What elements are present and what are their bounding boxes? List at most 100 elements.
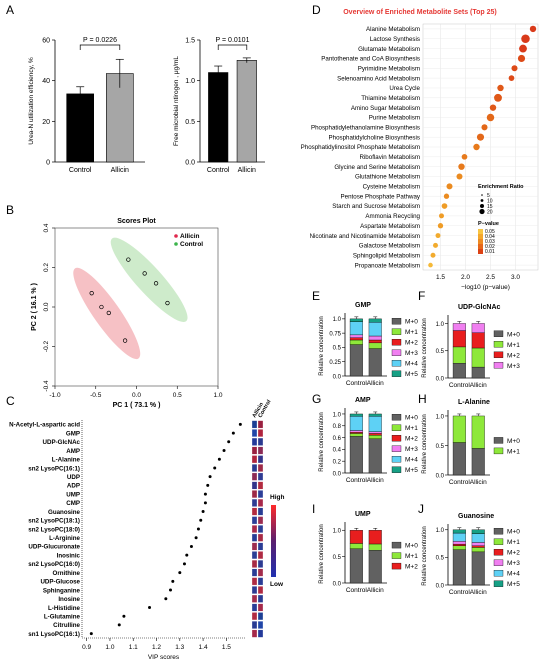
d-enrichment-dot	[521, 34, 530, 44]
d-legend-size-label: 20	[487, 210, 493, 216]
g-legend-swatch	[391, 424, 402, 431]
c-heat-cell-allicin	[251, 446, 258, 455]
h-ytick-label: 1.0	[436, 414, 445, 420]
c-heat-cell-allicin	[251, 629, 258, 638]
c-heat-cell-allicin	[251, 603, 258, 612]
h-segment-m0	[471, 448, 485, 476]
c-heat-cell-control	[257, 542, 264, 551]
d-pathway-label: Purine Metabolism	[369, 115, 420, 122]
c-xtick-label: 1.3	[175, 644, 184, 651]
c-metabolite-label: sn2 LysoPC(18:0)	[28, 526, 80, 533]
f-segment-m1	[471, 347, 485, 368]
d-title: Overview of Enriched Metabolite Sets (To…	[343, 9, 497, 16]
h-legend-label: M+1	[507, 448, 520, 455]
a-pvalue: P = 0.0226	[83, 37, 117, 44]
f-ylabel: Relative concentration	[422, 318, 428, 377]
c-vip-point	[203, 501, 207, 505]
c-metabolite-label: sn2 LysoPC(16:1)	[28, 465, 80, 472]
c-metabolite-label: sn2 LysoPC(18:1)	[28, 518, 80, 525]
h-segment-m0	[452, 442, 466, 476]
b-plot-area	[73, 237, 188, 360]
e-category-label: Allicin	[367, 380, 384, 387]
c-heat-cell-control	[257, 568, 264, 577]
g-legend-label: M+4	[405, 457, 418, 464]
e-ytick-label: 0.5	[333, 346, 342, 352]
h-ylabel: Relative concentration	[422, 414, 428, 473]
c-heat-cell-allicin	[251, 437, 258, 446]
c-heat-cell-control	[257, 559, 264, 568]
a-ylabel: Free microbial ntirogen , μg/mL	[173, 56, 180, 146]
c-heat-cell-allicin	[251, 429, 258, 437]
g-ytick-label: 0.6	[333, 436, 342, 442]
b-xtick-label: -0.5	[90, 392, 102, 399]
d-legend-size-dot	[480, 204, 484, 208]
g-segment-m1	[349, 433, 363, 437]
j-segment-m0	[471, 551, 485, 586]
d-pathway-label: Urea Cycle	[389, 85, 420, 92]
c-heat-cell-control	[257, 586, 264, 594]
d-pathway-label: Phosphatidylinositol Phosphate Metabolis…	[301, 144, 420, 151]
c-metabolite-label: Ornithine	[53, 570, 81, 577]
f-segment-m3	[471, 323, 485, 333]
j-legend-swatch	[493, 528, 504, 535]
j-legend-label: M+4	[507, 571, 520, 578]
e-segment-m2	[349, 337, 363, 341]
d-enrichment-dot	[476, 133, 485, 141]
b-xtick-label: -1.0	[49, 392, 61, 399]
j-category-label: Allicin	[470, 589, 487, 596]
i-ylabel: Relative concentration	[319, 524, 325, 583]
d-pathway-label: Alanine Metabolism	[366, 26, 420, 33]
c-heat-cell-allicin	[251, 621, 258, 629]
c-heat-cell-control	[257, 446, 264, 455]
g-category-label: Control	[346, 477, 368, 484]
a-tick-label: 40	[42, 78, 50, 85]
d-legend-size-dot	[481, 194, 483, 196]
i-segment-m0	[368, 550, 382, 584]
a-tick-label: 0.5	[185, 119, 195, 126]
a-tick-label: 1.0	[185, 78, 195, 85]
g-legend-swatch	[391, 466, 402, 473]
d-legend-color-label: 0.05	[485, 229, 495, 235]
d-enrichment-dot	[508, 75, 515, 81]
d-pathway-label: Glutamate Metabolism	[358, 46, 420, 53]
i-segment-m2	[349, 530, 363, 544]
e-segment-m4	[368, 322, 382, 337]
d-xtick-label: 2.0	[461, 274, 470, 281]
d-pathway-label: Starch and Sucrose Metabolism	[332, 203, 420, 210]
c-vip-point	[122, 614, 126, 618]
b-ytick-label: 0.4	[43, 223, 50, 232]
c-metabolite-label: AMP	[66, 448, 80, 455]
c-metabolite-label: N-Acetyl-L-aspartic acid	[9, 422, 80, 429]
e-segment-m5	[349, 318, 363, 322]
f-legend-label: M+3	[507, 363, 520, 370]
g-segment-m0	[368, 438, 382, 474]
c-metabolite-label: sn1 LysoPC(16:1)	[28, 631, 80, 638]
i-ytick-label: 0.5	[333, 555, 342, 561]
a-bar-control	[208, 72, 229, 163]
b-xtick-label: 0.0	[132, 392, 141, 399]
h-legend-swatch	[493, 437, 504, 444]
e-segment-m1	[349, 339, 363, 345]
g-legend-label: M+0	[405, 415, 418, 422]
c-vip-point	[206, 483, 210, 487]
c-metabolite-label: Inosinic	[57, 552, 81, 559]
c-metabolite-label: L-Arginine	[49, 535, 80, 542]
h-segment-m1	[471, 415, 485, 449]
f-legend-label: M+0	[507, 331, 520, 338]
i-legend-swatch	[391, 562, 402, 570]
g-category-label: Allicin	[367, 477, 384, 484]
c-heat-cell-control	[257, 629, 264, 638]
e-ytick-label: 0.25	[329, 360, 341, 366]
j-segment-m1	[452, 545, 466, 550]
j-segment-m4	[452, 532, 466, 542]
d-legend-color-swatch	[478, 239, 483, 244]
c-vip-point	[89, 632, 93, 636]
b-point-allicin	[122, 338, 128, 343]
a-tick-label: 20	[42, 119, 50, 126]
c-heat-cell-allicin	[251, 464, 258, 472]
e-legend-swatch	[391, 370, 402, 377]
g-legend-swatch	[391, 414, 402, 421]
e-legend-swatch	[391, 349, 402, 356]
e-legend-label: M+2	[405, 340, 418, 347]
d-pathway-label: Sphingolipid Metabolism	[353, 252, 420, 259]
